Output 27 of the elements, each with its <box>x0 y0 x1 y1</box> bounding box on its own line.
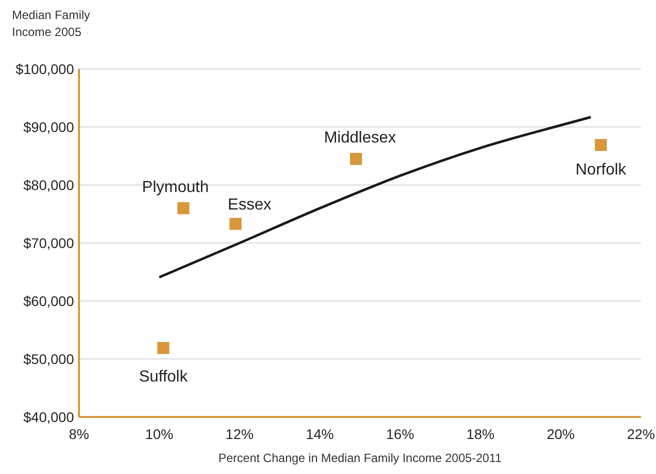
y-axis-title: Median Family Income 2005 <box>12 8 90 39</box>
x-tick-label: 8% <box>68 426 90 442</box>
x-tick-label: 18% <box>466 426 494 442</box>
point <box>177 202 190 214</box>
point <box>230 218 242 230</box>
x-tick-label: 16% <box>386 426 414 442</box>
x-axis-title: Percent Change in Median Family Income 2005-2011 <box>218 451 502 465</box>
x-tick-label: 20% <box>546 426 575 442</box>
x-tick-label: 22% <box>626 426 656 442</box>
x-tick-label: 14% <box>306 426 334 442</box>
y-tick-label: $50,000 <box>23 350 74 367</box>
point <box>350 152 362 165</box>
annotation: Essex <box>228 196 272 214</box>
annotation: Norfolk <box>576 162 628 179</box>
y-tick-label: $90,000 <box>23 118 74 135</box>
annotation: Plymouth <box>142 178 209 196</box>
x-tick-label: 10% <box>145 426 174 442</box>
annotation: Middlesex <box>324 130 396 146</box>
point <box>594 138 607 151</box>
y-tick-label: $80,000 <box>23 176 74 193</box>
y-tick-label: $70,000 <box>23 234 74 251</box>
y-tick-label: $40,000 <box>23 408 74 425</box>
point <box>157 342 170 354</box>
annotation: Suffolk <box>138 368 189 386</box>
x-tick-label: 12% <box>226 426 254 442</box>
y-tick-label: $60,000 <box>23 292 74 309</box>
y-tick-label: $100,000 <box>16 60 74 77</box>
